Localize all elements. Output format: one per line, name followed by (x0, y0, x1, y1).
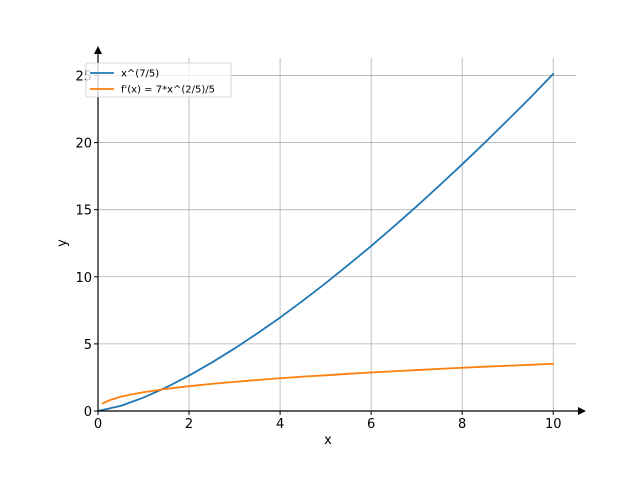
data-point (233, 380, 236, 383)
data-point (142, 396, 145, 399)
data-point (119, 395, 122, 398)
data-point (438, 184, 441, 187)
data-point (506, 364, 509, 367)
data-point (529, 363, 532, 366)
data-point (393, 370, 395, 373)
data-point (484, 141, 486, 144)
data-point (279, 377, 281, 380)
data-point (552, 362, 555, 365)
x-tick-label: 6 (367, 417, 375, 432)
x-tick-label: 2 (185, 417, 193, 432)
data-point (461, 163, 464, 166)
data-point (188, 385, 190, 388)
data-point (210, 361, 213, 364)
data-point (438, 367, 441, 370)
data-point (506, 119, 509, 122)
legend: x^(7/5) f'(x) = 7*x^(2/5)/5 (85, 62, 232, 98)
data-point (301, 299, 304, 302)
data-point (119, 404, 122, 407)
y-tick-label: 15 (75, 204, 92, 219)
data-point (484, 365, 486, 368)
data-point (210, 382, 213, 385)
legend-entry-label: f'(x) = 7*x^(2/5)/5 (121, 85, 215, 96)
data-point (165, 387, 168, 390)
y-tick-label: 20 (75, 137, 92, 152)
x-tick-label: 8 (458, 417, 466, 432)
data-point (279, 316, 281, 319)
data-point (552, 72, 555, 75)
series-line-1 (102, 362, 554, 405)
data-point (165, 386, 168, 389)
series-line-0 (97, 73, 554, 412)
y-tick-label: 0 (84, 405, 92, 420)
data-point (142, 391, 145, 394)
x-axis-arrow-icon (578, 407, 586, 415)
y-axis-arrow-icon (94, 46, 102, 54)
data-point (370, 371, 373, 374)
data-point (461, 366, 464, 369)
data-point (324, 374, 327, 377)
data-point (415, 369, 418, 371)
x-axis-label: x (324, 433, 332, 448)
data-point (529, 96, 532, 99)
x-tick-label: 0 (94, 417, 102, 432)
data-point (188, 374, 190, 377)
data-point (347, 372, 350, 375)
x-tick-label: 10 (545, 417, 562, 432)
data-point (370, 245, 373, 247)
x-tick-label: 4 (276, 417, 284, 432)
grid (98, 58, 576, 411)
data-point (393, 225, 395, 228)
y-axis-label: y (55, 239, 70, 247)
data-point (101, 402, 104, 405)
data-point (131, 393, 134, 396)
legend-box (85, 62, 232, 98)
y-tick-label: 5 (84, 338, 92, 353)
plot-series (97, 72, 555, 412)
data-point (256, 379, 259, 381)
data-point (347, 263, 350, 266)
data-point (233, 347, 236, 350)
data-point (108, 399, 111, 402)
y-tick-label: 10 (75, 271, 92, 286)
axes (94, 46, 586, 415)
data-point (301, 375, 304, 378)
legend-entry-label: x^(7/5) (121, 69, 159, 80)
data-point (256, 332, 259, 335)
data-point (324, 282, 327, 285)
data-point (415, 205, 418, 208)
